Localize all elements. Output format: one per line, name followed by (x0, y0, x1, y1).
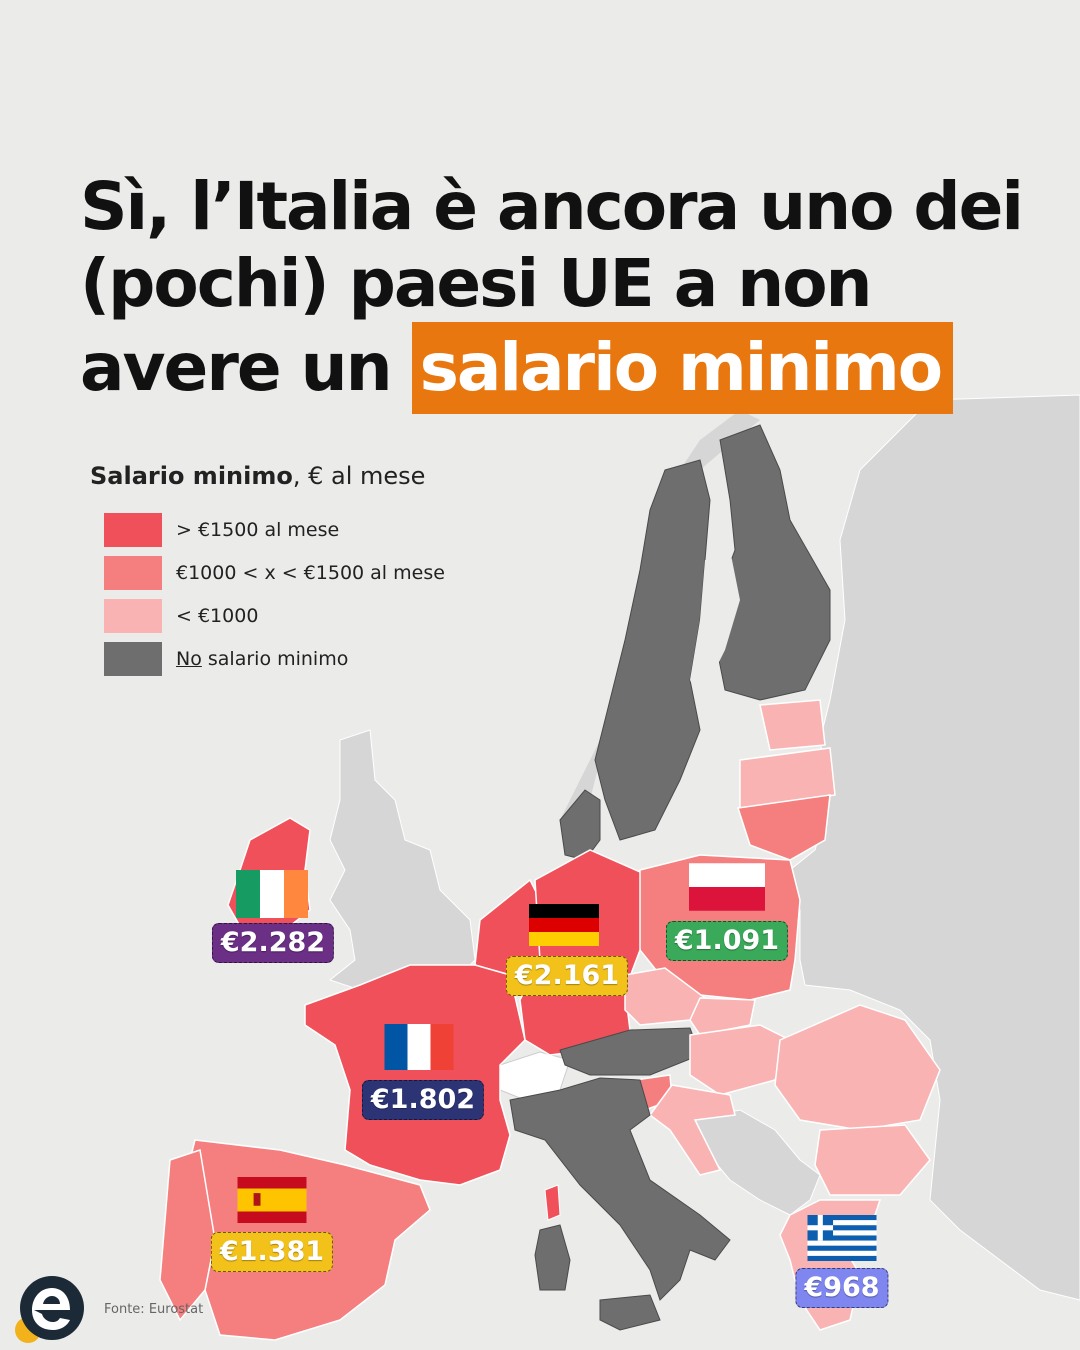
greece-wage-tag: €968 (795, 1268, 889, 1308)
title-highlight: salario minimo (411, 322, 954, 414)
legend-item-mid: €1000 < x < €1500 al mese (90, 551, 445, 594)
ireland-flag (236, 870, 308, 918)
source-note: Fonte: Eurostat (104, 1302, 204, 1317)
map-region-sardinia (534, 1224, 571, 1291)
legend-swatch-high (104, 512, 162, 547)
map-region-austria (559, 1027, 701, 1076)
france-wage-tag: €1.802 (361, 1080, 485, 1120)
map-region-denmark (559, 789, 601, 861)
legend-label-none-rest: salario minimo (201, 647, 349, 670)
france-flag (384, 1024, 454, 1070)
map-baltic-sea (690, 550, 740, 700)
legend-swatch-mid (104, 555, 162, 590)
poland-wage-tag: €1.091 (665, 921, 789, 961)
ireland-wage-tag: €2.282 (211, 923, 335, 963)
legend-title-bold: Salario minimo (90, 462, 293, 490)
legend-title: Salario minimo, € al mese (90, 462, 445, 490)
map-region-portugal (159, 1149, 216, 1322)
legend-title-rest: , € al mese (292, 462, 426, 490)
map-region-lithuania (737, 794, 831, 861)
legend-item-low: < €1000 (90, 594, 445, 637)
map-region-estonia (759, 699, 826, 751)
map-region-uk (328, 729, 476, 996)
title-line-1: Sì, l’Italia è ancora uno dei (80, 168, 1024, 245)
title-line-3: avere un salario minimo (80, 322, 1022, 414)
poland-flag (689, 863, 765, 911)
map-region-sicily (599, 1294, 661, 1331)
legend-item-high: > €1500 al mese (90, 508, 445, 551)
map-legend: Salario minimo, € al mese > €1500 al mes… (90, 462, 445, 680)
map-region-non-eu-east (789, 394, 1080, 1301)
map-region-italy (509, 1077, 731, 1301)
legend-label-mid: €1000 < x < €1500 al mese (176, 561, 445, 584)
spain-flag (237, 1177, 307, 1223)
legend-label-none-underlined: No (176, 647, 202, 670)
legend-label-high: > €1500 al mese (176, 518, 340, 541)
greece-flag (807, 1215, 877, 1261)
map-region-latvia (739, 747, 836, 811)
map-region-bulgaria (814, 1124, 931, 1196)
legend-swatch-low (104, 598, 162, 633)
page-title: Sì, l’Italia è ancora uno dei (pochi) pa… (80, 168, 1024, 414)
germany-flag (529, 904, 599, 946)
map-region-sweden (594, 459, 711, 841)
title-line-2: (pochi) paesi UE a non (80, 245, 873, 322)
map-region-croatia (648, 1084, 736, 1176)
legend-label-low: < €1000 (176, 604, 259, 627)
e-logo-icon (15, 1276, 84, 1343)
map-region-finland (714, 424, 831, 701)
map-region-france (304, 964, 526, 1186)
legend-item-none: No salario minimo (90, 637, 445, 680)
title-line-3-prefix: avere un (80, 329, 412, 406)
legend-label-none: No salario minimo (176, 648, 348, 670)
map-region-corsica (544, 1184, 561, 1221)
spain-wage-tag: €1.381 (210, 1232, 334, 1272)
germany-wage-tag: €2.161 (505, 956, 629, 996)
legend-swatch-none (104, 641, 162, 676)
map-region-romania (774, 1004, 941, 1131)
map-region-non-eu-balkans (689, 1109, 821, 1216)
